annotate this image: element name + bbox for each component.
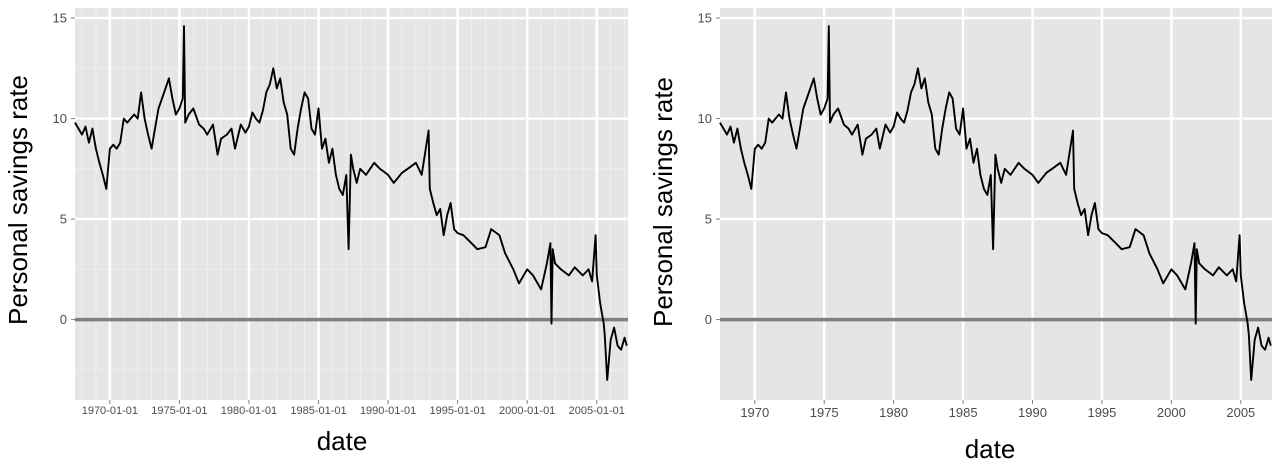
x-axis-title: date xyxy=(317,426,368,456)
y-tick-label: 5 xyxy=(705,212,712,227)
y-tick-label: 5 xyxy=(60,212,67,227)
x-tick-label: 1970 xyxy=(740,405,769,420)
y-tick-label: 10 xyxy=(53,111,67,126)
x-tick-label: 1995-01-01 xyxy=(429,405,485,417)
y-tick-label: 0 xyxy=(705,312,712,327)
savings-rate-chart-right: 1970 1975 1980 1985 1990 1995 2000 2005 0 5 10 15 d… xyxy=(648,8,1272,464)
x-tick-label: 1980 xyxy=(879,405,908,420)
x-tick-label: 1985-01-01 xyxy=(290,405,346,417)
plot-panel xyxy=(720,8,1272,400)
x-tick-label: 1995 xyxy=(1087,405,1116,420)
y-tick-label: 0 xyxy=(60,312,67,327)
savings-rate-line xyxy=(74,25,628,381)
y-axis-title: Personal savings rate xyxy=(648,77,678,327)
x-axis-title: date xyxy=(965,434,1016,464)
x-tick-label: 2005-01-01 xyxy=(569,405,625,417)
x-tick-label: 1990-01-01 xyxy=(360,405,416,417)
y-tick-label: 15 xyxy=(53,11,67,26)
y-tick-label: 15 xyxy=(698,11,712,26)
savings-rate-chart-left: 1970-01-01 1975-01-01 1980-01-01 1985-01-01… xyxy=(3,8,628,456)
x-tick-label: 2000-01-01 xyxy=(499,405,555,417)
x-tick-label: 1980-01-01 xyxy=(221,405,277,417)
y-tick-label: 10 xyxy=(698,111,712,126)
x-tick-label: 1970-01-01 xyxy=(82,405,138,417)
x-tick-label: 2000 xyxy=(1157,405,1186,420)
y-axis-title: Personal savings rate xyxy=(3,75,33,325)
x-tick-label: 1990 xyxy=(1018,405,1047,420)
x-tick-label: 1975 xyxy=(810,405,839,420)
x-tick-label: 1975-01-01 xyxy=(151,405,207,417)
savings-rate-line xyxy=(719,25,1272,381)
plot-panel xyxy=(75,8,628,400)
x-tick-label: 1985 xyxy=(949,405,978,420)
x-tick-label: 2005 xyxy=(1226,405,1255,420)
